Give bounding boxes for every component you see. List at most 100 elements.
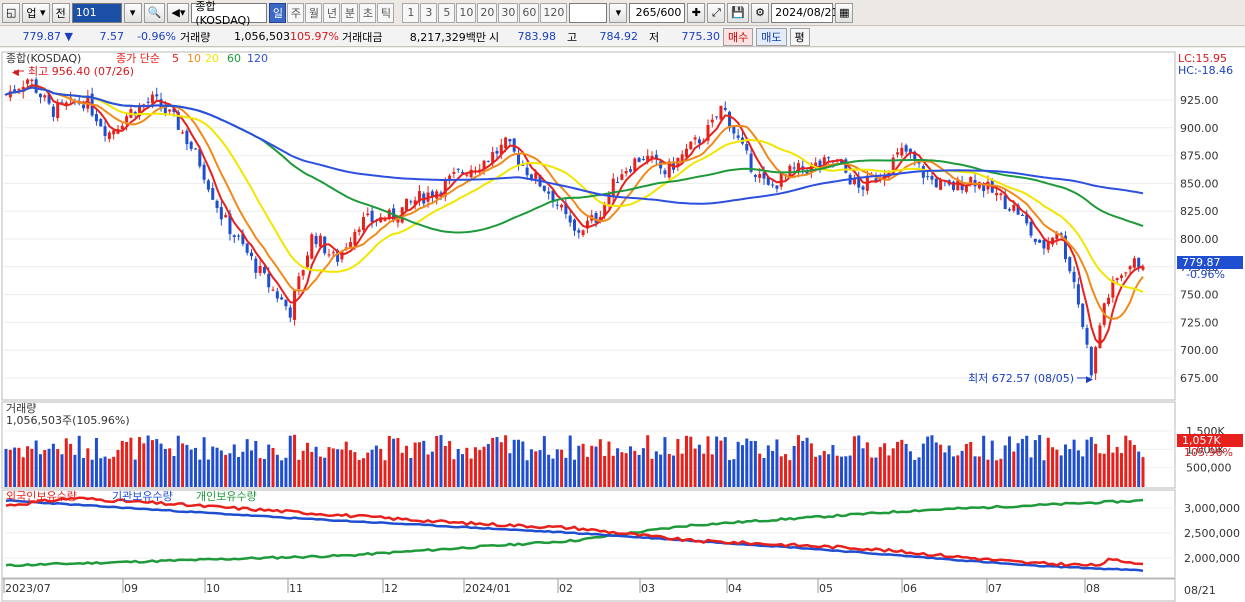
volume-bar (973, 456, 977, 487)
volume-bar (400, 452, 404, 487)
volume-bar (693, 448, 697, 487)
volume-bar (176, 435, 180, 487)
prev-button[interactable]: 전 (51, 2, 70, 23)
gear-icon[interactable]: ⚙ (751, 2, 770, 23)
interval-custom-input[interactable] (569, 2, 608, 23)
volume-bar (1124, 435, 1128, 487)
candle-body (288, 307, 292, 318)
price-y-tick: 850.00 (1180, 177, 1219, 190)
candle-body (852, 178, 856, 185)
candle-body (159, 99, 163, 109)
interval-button-5[interactable]: 5 (438, 2, 456, 23)
candle-body (366, 213, 370, 216)
volume-bar (219, 450, 223, 487)
chart-area[interactable]: 925.00900.00875.00850.00825.00800.00775.… (0, 48, 1245, 602)
volume-bar (1063, 444, 1067, 487)
candle-body (318, 235, 322, 247)
volume-bar (1055, 449, 1059, 487)
volume-bar (852, 436, 856, 487)
calendar-icon[interactable]: ▦ (835, 2, 854, 23)
volume-bar (249, 450, 253, 487)
period-tab-3[interactable]: 년 (323, 2, 341, 23)
candle-body (1115, 278, 1119, 281)
volume-bar (271, 447, 275, 487)
x-axis-label: 08 (1086, 582, 1100, 595)
ma-legend-20: 20 (205, 52, 219, 65)
candle-body (891, 157, 895, 170)
volume-bar (822, 450, 826, 487)
interval-button-60[interactable]: 60 (519, 2, 540, 23)
code-input[interactable]: 101 (71, 2, 122, 23)
candle-body (542, 185, 546, 191)
period-tab-4[interactable]: 분 (341, 2, 359, 23)
candle-body (224, 215, 228, 218)
interval-button-1[interactable]: 1 (402, 2, 420, 23)
candle-body (723, 107, 727, 110)
volume-bar (672, 455, 676, 487)
price-panel-title: 종합(KOSDAQ) (6, 52, 81, 65)
period-tab-1[interactable]: 주 (287, 2, 305, 23)
volume-bar (512, 439, 516, 487)
chart-canvas[interactable]: 925.00900.00875.00850.00825.00800.00775.… (0, 48, 1245, 602)
volume-bar (1089, 437, 1093, 487)
volume-bar (168, 448, 172, 487)
volume-bar (370, 449, 374, 487)
volume-bar (603, 455, 607, 487)
candle-body (125, 116, 129, 125)
volume-bar (293, 434, 297, 487)
volume-bar (469, 458, 473, 487)
sell-button[interactable]: 매도 (756, 27, 787, 46)
volume-bar (353, 452, 357, 487)
sound-icon[interactable]: ◀▾ (167, 2, 190, 23)
layout-icon[interactable]: ◱ (2, 2, 21, 23)
crosshair-icon[interactable]: ✚ (687, 2, 706, 23)
volume-bar (628, 446, 632, 487)
candle-body (560, 204, 564, 208)
count-field[interactable]: 265/600 (629, 2, 686, 23)
interval-dropdown-icon[interactable]: ▾ (609, 2, 628, 23)
volume-bar (461, 454, 465, 487)
code-dropdown-icon[interactable]: ▾ (123, 2, 142, 23)
volume-bar (551, 458, 555, 487)
period-tab-5[interactable]: 초 (359, 2, 377, 23)
interval-button-120[interactable]: 120 (540, 2, 568, 23)
candle-body (896, 152, 900, 155)
volume-bar (956, 455, 960, 487)
eval-button[interactable]: 평 (789, 27, 810, 46)
save-icon[interactable]: 💾 (727, 2, 750, 23)
search-icon[interactable]: 🔍 (143, 2, 166, 23)
volume-bar (616, 448, 620, 487)
period-tab-0[interactable]: 일 (269, 2, 287, 23)
candle-body (1111, 280, 1115, 298)
ma-legend-10: 10 (187, 52, 201, 65)
volume-bar (969, 441, 973, 487)
buy-button[interactable]: 매수 (723, 27, 754, 46)
chart-tool-icon[interactable]: ⤢ (707, 2, 726, 23)
candle-body (370, 210, 374, 222)
volume-bar (387, 435, 391, 487)
volume-bar (977, 456, 981, 487)
volume-bar (874, 457, 878, 487)
candle-body (417, 191, 421, 202)
volume-bar (379, 448, 383, 487)
interval-button-10[interactable]: 10 (456, 2, 477, 23)
volume-bar (934, 442, 938, 487)
x-axis-label: 09 (124, 582, 138, 595)
interval-button-3[interactable]: 3 (420, 2, 438, 23)
volume-bar (809, 443, 813, 487)
date-field[interactable]: 2024/08/21 (771, 2, 838, 23)
interval-button-20[interactable]: 20 (477, 2, 498, 23)
volume-bar (827, 454, 831, 487)
interval-button-30[interactable]: 30 (498, 2, 519, 23)
volume-bar (245, 439, 249, 487)
volume-bar (1085, 439, 1089, 487)
period-tab-6[interactable]: 틱 (377, 2, 395, 23)
period-tab-2[interactable]: 월 (305, 2, 323, 23)
market-selector[interactable]: 업 ▾ (22, 2, 50, 23)
volume-bar (1119, 453, 1123, 487)
candle-body (598, 216, 602, 221)
volume-bar (340, 449, 344, 487)
candle-body (228, 213, 232, 235)
volume-bar (310, 451, 314, 487)
individual-holdings-line (5, 498, 1144, 568)
